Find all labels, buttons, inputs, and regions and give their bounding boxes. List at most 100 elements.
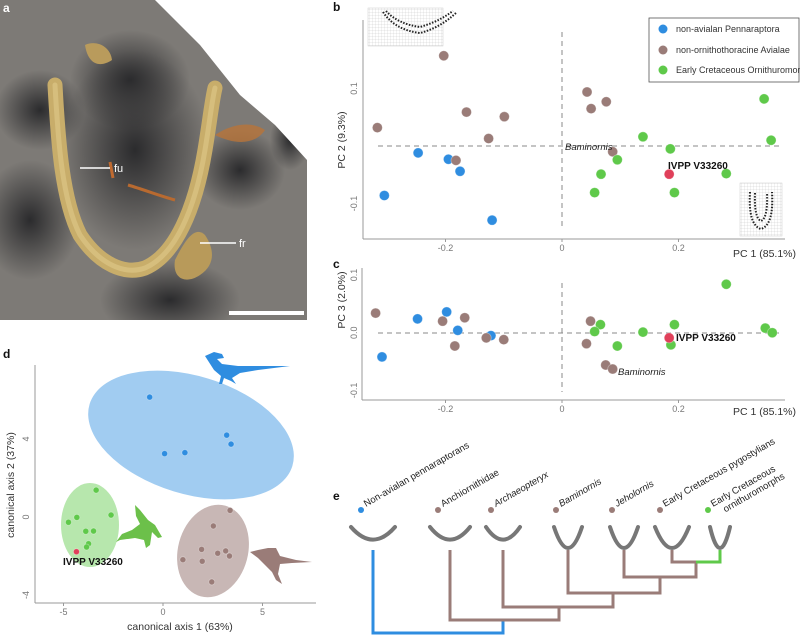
x-axis-title: canonical axis 1 (63%) bbox=[127, 621, 233, 633]
data-point bbox=[209, 522, 217, 530]
scale-bar bbox=[229, 311, 304, 315]
y-tick-label: -4 bbox=[21, 591, 31, 599]
data-point bbox=[669, 187, 680, 198]
legend: non-avialan Pennaraptora non-ornithothor… bbox=[648, 17, 800, 83]
y-tick-label: 0.1 bbox=[349, 82, 359, 95]
y-tick-label: 0.0 bbox=[349, 326, 359, 339]
data-point bbox=[589, 187, 601, 198]
x-tick-label: 0 bbox=[559, 243, 564, 253]
data-point bbox=[412, 313, 423, 325]
y-axis-title: canonical axis 2 (37%) bbox=[5, 432, 17, 538]
annotation-baminornis: Baminornis bbox=[618, 367, 666, 378]
branch bbox=[501, 550, 615, 609]
data-point bbox=[611, 340, 623, 352]
furcula-icon bbox=[349, 525, 397, 542]
y-tick-label: 0 bbox=[21, 514, 31, 519]
taxon-dot bbox=[657, 507, 663, 513]
data-point bbox=[226, 552, 233, 560]
branch-blue bbox=[371, 550, 505, 635]
x-tick-label: -5 bbox=[59, 607, 67, 617]
shape-inset-top bbox=[367, 7, 458, 47]
y-tick-label: -0.1 bbox=[349, 383, 359, 399]
data-point bbox=[498, 111, 510, 123]
legend-swatch-green bbox=[658, 65, 668, 75]
data-point bbox=[83, 543, 90, 551]
data-point bbox=[198, 545, 206, 553]
taxon-label: Baminornis bbox=[557, 476, 604, 509]
branch bbox=[622, 550, 698, 579]
taxon-dot bbox=[488, 507, 494, 513]
legend-entry: non-avialan Pennaraptora bbox=[676, 24, 780, 34]
shape-inset-bottom bbox=[739, 182, 783, 237]
annotation-specimen: IVPP V33260 bbox=[668, 161, 728, 172]
data-point bbox=[412, 147, 424, 159]
data-point bbox=[758, 93, 770, 105]
data-point bbox=[669, 319, 680, 331]
x-tick-label: 5 bbox=[260, 607, 265, 617]
data-point bbox=[664, 143, 676, 155]
panel-label-e: e bbox=[333, 489, 340, 503]
data-point bbox=[226, 506, 234, 514]
data-point bbox=[146, 393, 154, 401]
data-point bbox=[607, 363, 619, 375]
furcula-icon bbox=[552, 525, 584, 550]
furcula-icon bbox=[608, 525, 640, 550]
data-point bbox=[585, 315, 596, 327]
data-point bbox=[438, 50, 450, 62]
data-point bbox=[65, 518, 72, 526]
bird-silhouette-icon bbox=[116, 505, 162, 548]
panel-a-photo: fu fr a bbox=[0, 0, 307, 320]
dinosaur-silhouette-icon bbox=[205, 352, 290, 384]
data-point-specimen bbox=[663, 332, 675, 344]
branch-green bbox=[696, 550, 722, 564]
data-point bbox=[371, 122, 383, 133]
ellipse-avialae bbox=[177, 504, 249, 598]
data-point bbox=[498, 334, 510, 346]
data-point bbox=[589, 326, 601, 337]
x-tick-label: 0.2 bbox=[672, 404, 685, 414]
data-point bbox=[765, 134, 777, 146]
y-axis-title: PC 3 (2.0%) bbox=[336, 271, 348, 328]
x-tick-label: 0 bbox=[160, 607, 165, 617]
data-point bbox=[459, 312, 471, 324]
data-point bbox=[595, 168, 607, 180]
taxon-dot bbox=[705, 507, 711, 513]
taxon-dot bbox=[609, 507, 615, 513]
data-point bbox=[637, 326, 649, 338]
panel-label-d: d bbox=[3, 347, 10, 361]
branch bbox=[566, 550, 662, 595]
data-point bbox=[450, 154, 462, 166]
ellipse-ornithuromorpha bbox=[61, 483, 119, 567]
data-point bbox=[107, 511, 115, 519]
data-point bbox=[581, 338, 592, 350]
legend-swatch-blue bbox=[658, 24, 668, 34]
x-tick-label: 0 bbox=[559, 404, 564, 414]
data-point bbox=[208, 578, 216, 586]
data-point bbox=[766, 327, 778, 339]
legend-entry: non-ornithothoracine Avialae bbox=[676, 45, 790, 55]
panel-label-a: a bbox=[3, 1, 10, 15]
ellipse-pennaraptora bbox=[88, 370, 294, 500]
branch bbox=[448, 550, 561, 622]
y-tick-label: 0.1 bbox=[349, 269, 359, 282]
data-point bbox=[82, 527, 90, 535]
data-point bbox=[581, 86, 593, 98]
furcula-icon bbox=[708, 525, 732, 550]
data-point bbox=[452, 324, 464, 336]
data-point bbox=[222, 547, 230, 555]
data-point bbox=[611, 154, 623, 166]
data-point bbox=[461, 106, 472, 118]
y-tick-label: 4 bbox=[21, 436, 31, 441]
x-tick-label: 0.2 bbox=[672, 243, 685, 253]
taxon-label: Jeholornis bbox=[612, 478, 656, 510]
panel-b: b -0.2 0 0.2 0.1 -0.1 PC 2 (9.3%) PC 1 (85.1… bbox=[333, 0, 800, 260]
data-point bbox=[637, 131, 649, 143]
data-point bbox=[480, 332, 492, 344]
taxon-dot bbox=[553, 507, 559, 513]
legend-swatch-brown bbox=[658, 45, 668, 55]
data-point bbox=[600, 96, 612, 108]
legend-entry: Early Cretaceous Ornithuromorpha bbox=[676, 65, 800, 75]
taxon-dot bbox=[435, 507, 441, 513]
panel-d: d -5 0 5 4 0 -4 canonical axis 2 (37%) canoni… bbox=[3, 347, 316, 633]
panel-label-c: c bbox=[333, 257, 340, 271]
